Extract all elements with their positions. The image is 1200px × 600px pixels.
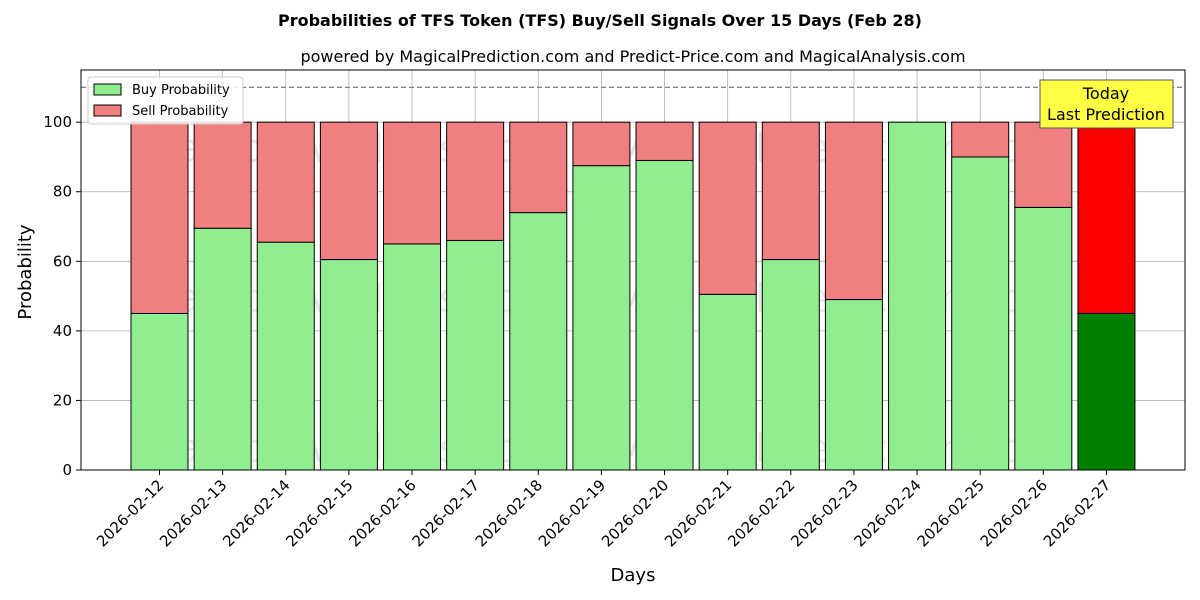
buy-bar	[193, 227, 252, 471]
x-tick-label: 2026-02-14	[219, 476, 293, 550]
x-tick-label: 2026-02-23	[787, 476, 861, 550]
buy-bar	[635, 159, 694, 471]
buy-bar	[256, 241, 315, 471]
x-axis: 2026-02-122026-02-132026-02-142026-02-15…	[93, 470, 1114, 550]
buy-bar	[951, 156, 1010, 471]
legend-swatch	[93, 104, 122, 117]
sell-bar	[824, 121, 883, 301]
sell-bar	[446, 121, 505, 241]
x-tick-label: 2026-02-24	[851, 476, 925, 550]
legend-label: Sell Probability	[132, 104, 229, 119]
y-tick-label: 80	[53, 183, 72, 201]
legend-box	[87, 76, 244, 125]
y-tick-label: 20	[53, 391, 72, 409]
y-axis-label: Probability	[15, 224, 36, 319]
x-tick-label: 2026-02-22	[724, 476, 798, 550]
buy-bar	[130, 312, 189, 471]
x-tick-label: 2026-02-16	[345, 476, 419, 550]
buy-bar	[698, 293, 757, 471]
buy-bar	[509, 212, 568, 471]
chart-subtitle: powered by MagicalPrediction.com and Pre…	[300, 47, 965, 66]
buy-bar	[572, 165, 631, 471]
sell-bar	[193, 121, 252, 229]
sell-bar	[951, 121, 1010, 158]
x-tick-label: 2026-02-26	[977, 476, 1051, 550]
buy-bar	[888, 121, 947, 471]
y-tick-label: 0	[62, 461, 72, 479]
sell-bar	[256, 121, 315, 243]
buy-bar	[1077, 312, 1136, 471]
x-tick-label: 2026-02-15	[282, 476, 356, 550]
y-axis: 0 20 40 60 80 100	[43, 113, 81, 479]
legend-label: Buy Probability	[132, 83, 230, 98]
sell-bar	[635, 121, 694, 161]
chart-title: Probabilities of TFS Token (TFS) Buy/Sel…	[278, 11, 922, 30]
x-tick-label: 2026-02-18	[472, 476, 546, 550]
sell-bar	[761, 121, 820, 261]
x-tick-label: 2026-02-19	[535, 476, 609, 550]
plot-frame	[80, 69, 1186, 471]
legend: Buy Probability Sell Probability	[87, 76, 244, 125]
x-tick-label: 2026-02-27	[1040, 476, 1114, 550]
annotation-text: Last Prediction	[1047, 105, 1165, 124]
buy-bar	[1014, 206, 1073, 471]
x-tick-label: 2026-02-20	[598, 476, 672, 550]
sell-bar	[698, 121, 757, 295]
legend-swatch	[93, 83, 122, 96]
buy-bar	[446, 239, 505, 471]
sell-bar	[1077, 121, 1136, 314]
x-tick-label: 2026-02-17	[409, 476, 483, 550]
sell-bar	[1014, 121, 1073, 208]
annotation-text: Today	[1082, 84, 1129, 103]
y-tick-label: 60	[53, 252, 72, 270]
sell-bar	[572, 121, 631, 167]
sell-bar	[130, 121, 189, 314]
x-tick-label: 2026-02-13	[156, 476, 230, 550]
x-tick-label: 2026-02-12	[93, 476, 167, 550]
annotation-box	[1039, 79, 1174, 129]
x-tick-label: 2026-02-21	[661, 476, 735, 550]
buy-bar	[383, 243, 442, 471]
x-tick-label: 2026-02-25	[914, 476, 988, 550]
y-tick-label: 100	[43, 113, 72, 131]
buy-bar	[824, 299, 883, 471]
sell-bar	[383, 121, 442, 245]
bars	[130, 121, 1136, 471]
today-annotation: Today Last Prediction	[1039, 79, 1174, 129]
sell-bar	[319, 121, 378, 261]
x-axis-label: Days	[611, 565, 656, 586]
buy-bar	[319, 259, 378, 471]
buy-bar	[761, 259, 820, 471]
y-tick-label: 40	[53, 322, 72, 340]
sell-bar	[509, 121, 568, 214]
